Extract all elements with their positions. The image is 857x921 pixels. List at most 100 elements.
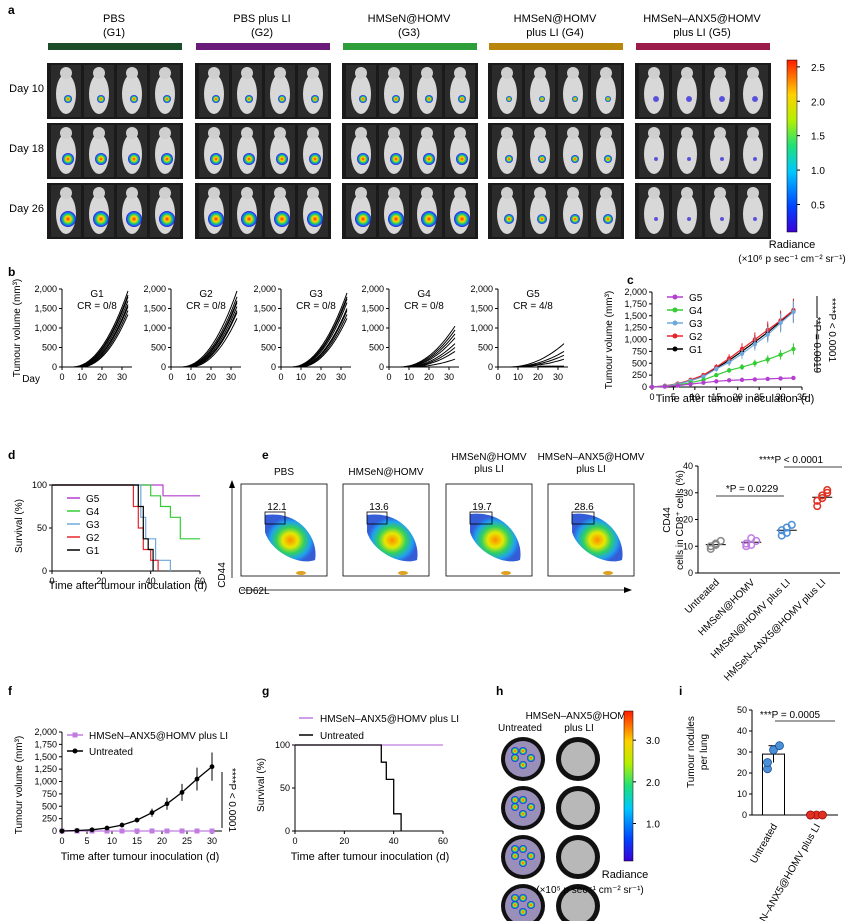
data-point-G5: [752, 377, 758, 382]
mouse-head: [208, 127, 220, 139]
x-tick-label: 20: [424, 372, 434, 382]
lung-tissue: [505, 839, 541, 875]
panel-e-dot-axes: 0 10 20 30 40: [683, 461, 840, 578]
group-title: G4: [417, 289, 431, 300]
bioluminescence-signal: [719, 96, 725, 102]
x-tick-label: 5: [671, 392, 676, 402]
colorbar-tick-label: 0.5: [811, 200, 825, 211]
data-point-G3: [701, 374, 706, 379]
mouse-body: [122, 74, 142, 114]
y-tick-label: 1,500: [143, 304, 166, 314]
bioluminescence-signal: [95, 153, 107, 165]
group-color-bar: [343, 43, 477, 50]
panel-letter-b: b: [8, 265, 15, 279]
gate-percentage: 28.6: [574, 502, 594, 513]
x-tick-label: 15: [132, 836, 142, 846]
legend-label: G4: [689, 306, 703, 317]
survival-curve-G5: [52, 484, 200, 497]
x-tick-label: 30: [117, 372, 127, 382]
metastasis-signal: [527, 803, 535, 811]
x-tick-label: 0: [649, 392, 654, 402]
mouse-head: [307, 67, 319, 79]
stat-label: ****P < 0.0001: [759, 455, 823, 466]
x-tick-label: 0: [386, 372, 391, 382]
y-axis-label: Tumour volume (mm³): [12, 279, 23, 378]
data-point-G5: [675, 383, 680, 388]
y-tick-label: 40: [737, 726, 747, 736]
mouse-head: [355, 127, 367, 139]
bioluminescence-signal: [309, 153, 321, 165]
y-axis-label: CD44: [217, 562, 228, 588]
group-color-bar: [196, 43, 330, 50]
group-color-bar: [636, 43, 770, 50]
y-tick-label: 250: [632, 370, 647, 380]
x-tick-label: 10: [77, 372, 87, 382]
mouse-head: [567, 67, 579, 79]
stat-label: ***P = 0.0005: [760, 710, 821, 721]
data-point: [119, 822, 125, 828]
metastasis-signal: [527, 852, 535, 860]
y-tick-label: 500: [261, 343, 276, 353]
metastasis-signal: [519, 894, 527, 902]
mouse-body: [530, 74, 550, 114]
bioluminescence-signal: [126, 211, 142, 227]
panel-letter-d: d: [8, 448, 15, 462]
bioluminescence-signal: [276, 153, 288, 165]
y-tick-label: 1,000: [361, 323, 384, 333]
mouse-body: [56, 74, 76, 114]
panel-g-axes: 0 50 100 0 20 40 60: [275, 740, 448, 846]
bioluminescence-signal: [130, 95, 138, 103]
mouse-head: [355, 187, 367, 199]
data-point: [769, 745, 778, 755]
mouse-head: [534, 127, 546, 139]
panel-letter-f: f: [8, 684, 13, 698]
mouse-body: [530, 194, 550, 234]
y-axis-label: CD44: [662, 507, 673, 533]
data-point-G4: [739, 364, 745, 370]
bioluminescence-signal: [454, 211, 470, 227]
data-point: [134, 817, 140, 823]
category-label: HMSeN–ANX5@HOMV plus LI: [744, 822, 823, 921]
mouse-head: [388, 67, 400, 79]
x-tick-label: 0: [59, 372, 64, 382]
y-axis-label: Tumour nodules: [686, 716, 697, 788]
y-tick-label: 0: [285, 826, 290, 836]
metastasis-signal: [519, 845, 527, 853]
mouse-body: [677, 134, 697, 174]
bioluminescence-signal: [212, 95, 220, 103]
data-point-G3: [714, 366, 719, 372]
gate-percentage: 12.1: [267, 502, 287, 513]
group-name: HMSeN–ANX5@HOMV: [643, 13, 761, 25]
data-point-G5: [688, 381, 693, 387]
y-tick-label: 40: [683, 461, 693, 471]
mouse-head: [714, 127, 726, 139]
mouse-head: [681, 187, 693, 199]
data-point: [813, 502, 822, 511]
bioluminescence-signal: [720, 157, 724, 161]
mouse-body: [450, 74, 470, 114]
mouse-head: [60, 67, 72, 79]
mouse-head: [454, 127, 466, 139]
data-point: [813, 496, 822, 505]
column-label: plus LI: [564, 723, 593, 734]
data-point-G5: [662, 384, 668, 389]
data-point-G4: [752, 361, 758, 366]
lung-tissue: [505, 790, 541, 826]
mouse-head: [714, 187, 726, 199]
bioluminescence-signal: [311, 95, 319, 103]
y-tick-label: 30: [683, 488, 693, 498]
panel-i-axes: 0 10 20 30 40 50: [737, 705, 838, 820]
mouse-body: [710, 194, 730, 234]
mouse-body: [644, 74, 664, 114]
metastasis-signal: [519, 747, 527, 755]
x-tick-label: 20: [157, 836, 167, 846]
data-point-G2: [726, 356, 732, 361]
mouse-body: [743, 74, 763, 114]
x-tick-label: 60: [195, 576, 205, 586]
x-tick-label: 0: [168, 372, 173, 382]
y-tick-label: 2,000: [34, 727, 57, 737]
bioluminescence-signal: [504, 214, 514, 224]
y-tick-label: 750: [632, 346, 647, 356]
data-point: [818, 491, 827, 500]
mouse-body: [270, 74, 290, 114]
